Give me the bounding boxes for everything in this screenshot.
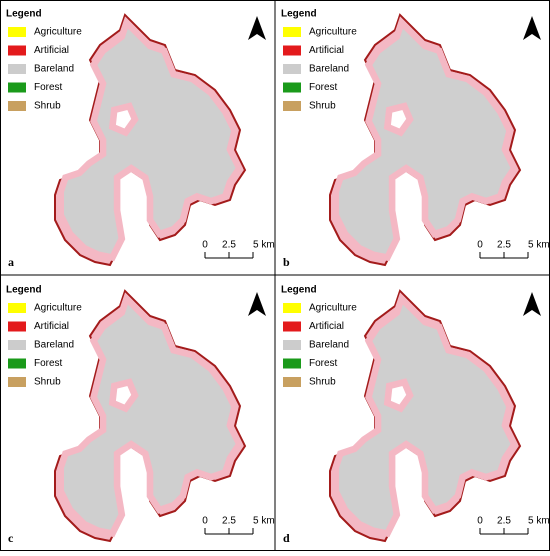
legend-title: Legend (281, 9, 317, 20)
legend-label: Bareland (34, 340, 74, 351)
map-panel: Legend Agriculture Artificial Bareland Fores… (6, 9, 275, 269)
legend-swatch (283, 303, 301, 313)
north-arrow (523, 16, 541, 40)
legend-label: Agriculture (34, 27, 82, 38)
legend-label: Shrub (309, 377, 336, 388)
legend-swatch (8, 82, 26, 93)
legend-swatch (8, 303, 26, 313)
map-panel: Legend Agriculture Artificial Bareland Fores… (281, 9, 550, 269)
scale-label: 0 (202, 516, 208, 527)
legend-swatch (283, 64, 301, 74)
legend-label: Agriculture (309, 303, 357, 314)
scale-label: 2.5 (497, 240, 511, 251)
scale-label: 0 (477, 516, 483, 527)
region-interior (336, 22, 515, 257)
legend-title: Legend (281, 285, 317, 296)
legend-label: Artificial (309, 321, 344, 332)
north-arrow (248, 16, 266, 40)
panel-label: c (8, 531, 14, 545)
legend-swatch (283, 82, 301, 93)
north-arrow (523, 292, 541, 316)
scale-label: 5 km (528, 240, 550, 251)
legend-label: Forest (309, 358, 338, 369)
legend-label: Shrub (34, 377, 61, 388)
legend-label: Artificial (34, 45, 69, 56)
legend-label: Artificial (34, 321, 69, 332)
legend-label: Agriculture (309, 27, 357, 38)
legend-swatch (8, 321, 26, 332)
scale-label: 0 (202, 240, 208, 251)
legend-label: Bareland (309, 64, 349, 75)
legend-title: Legend (6, 9, 42, 20)
legend-label: Shrub (309, 101, 336, 112)
scale-label: 2.5 (222, 240, 236, 251)
legend-label: Shrub (34, 101, 61, 112)
legend-swatch (283, 377, 301, 387)
region-interior (61, 299, 240, 534)
scale-label: 5 km (528, 516, 550, 527)
legend-label: Forest (309, 82, 338, 93)
legend-label: Bareland (34, 64, 74, 75)
legend-swatch (283, 45, 301, 56)
legend-label: Agriculture (34, 303, 82, 314)
scale-label: 2.5 (497, 516, 511, 527)
legend-title: Legend (6, 285, 42, 296)
legend-label: Forest (34, 358, 63, 369)
panel-label: b (283, 255, 290, 269)
region-interior (336, 299, 515, 534)
legend-label: Forest (34, 82, 63, 93)
legend-swatch (8, 358, 26, 369)
legend-swatch (283, 101, 301, 111)
scale-label: 5 km (253, 516, 275, 527)
map-panel: Legend Agriculture Artificial Bareland Fores… (6, 285, 275, 545)
legend-swatch (8, 27, 26, 37)
legend-swatch (283, 340, 301, 350)
legend-swatch (8, 377, 26, 387)
legend-swatch (8, 64, 26, 74)
panel-label: a (8, 255, 14, 269)
legend-swatch (8, 340, 26, 350)
legend-swatch (283, 321, 301, 332)
legend-label: Bareland (309, 340, 349, 351)
north-arrow (248, 292, 266, 316)
region-interior (61, 22, 240, 257)
legend-swatch (8, 45, 26, 56)
scale-label: 0 (477, 240, 483, 251)
scale-label: 5 km (253, 240, 275, 251)
legend-swatch (283, 27, 301, 37)
legend-swatch (8, 101, 26, 111)
scale-label: 2.5 (222, 516, 236, 527)
panel-label: d (283, 531, 290, 545)
legend-label: Artificial (309, 45, 344, 56)
legend-swatch (283, 358, 301, 369)
map-panel: Legend Agriculture Artificial Bareland Fores… (281, 285, 550, 545)
